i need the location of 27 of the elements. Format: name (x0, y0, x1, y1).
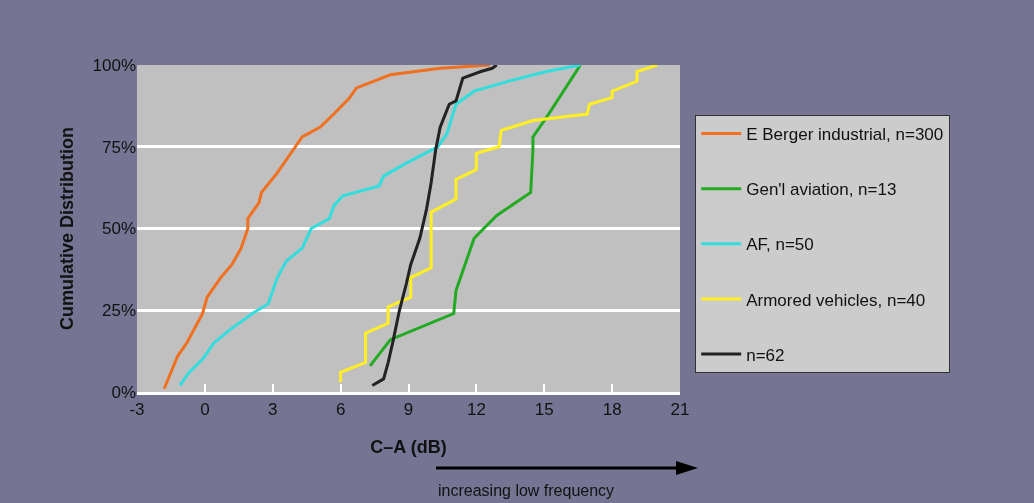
y-tick-label: 75% (101, 137, 136, 157)
x-tick-label: 15 (534, 400, 554, 420)
line-series (368, 65, 582, 368)
y-tick-label: 50% (101, 219, 136, 239)
line-series (339, 65, 659, 384)
y-tick-label: 0% (111, 382, 136, 402)
y-tick-label: 100% (92, 55, 136, 75)
x-tick-label: 9 (403, 400, 414, 420)
legend-label: n=62 (746, 345, 785, 365)
legend-label: AF, n=50 (746, 235, 814, 255)
line-series (370, 65, 499, 387)
x-tick-label: 21 (670, 400, 690, 420)
x-tick-label: 18 (602, 400, 622, 420)
legend-label: E Berger industrial, n=300 (746, 125, 944, 145)
line-series (162, 65, 492, 391)
x-tick-label: 6 (335, 400, 346, 420)
legend-label: Gen'l aviation, n=13 (746, 180, 897, 200)
x-tick-label: 3 (268, 400, 278, 420)
x-tick-label: 12 (466, 400, 486, 420)
x-axis-title: C–A (dB) (370, 436, 447, 457)
legend-label: Armored vehicles, n=40 (746, 290, 926, 310)
x-tick-label: -3 (129, 400, 145, 420)
line-series (178, 65, 582, 387)
y-tick-label: 25% (101, 301, 136, 321)
x-tick-label: 0 (200, 400, 210, 420)
y-axis-title: Cumulative Distribution (56, 126, 77, 331)
text: increasing low frequency (438, 482, 615, 499)
